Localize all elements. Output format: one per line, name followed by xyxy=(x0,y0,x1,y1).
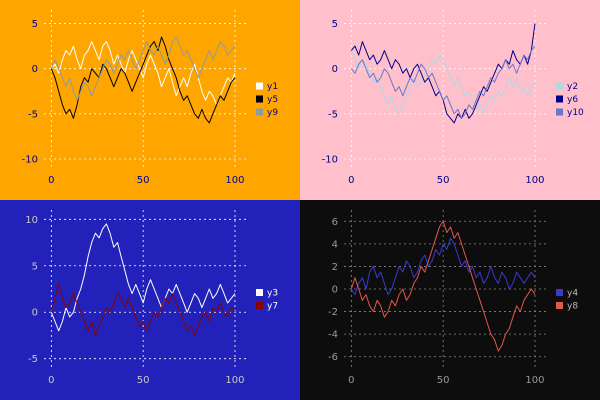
x-tick-label: 100 xyxy=(525,375,544,386)
chart-bottom-right: 0 50 100 6 4 2 0 -2 -4 -6 y4 y8 xyxy=(328,210,578,386)
legend-swatch-y7 xyxy=(256,302,263,309)
y-tick-label: -5 xyxy=(328,109,338,120)
legend-label-y6: y6 xyxy=(567,95,578,105)
series-line-y2 xyxy=(350,50,536,115)
x-tick-label: 50 xyxy=(137,175,150,186)
legend-label-y8: y8 xyxy=(567,302,578,312)
x-tick-label: 100 xyxy=(525,175,544,186)
panel-bottom-left: 0 50 100 10 5 0 -5 y3 y7 xyxy=(0,200,300,400)
legend-swatch-y8 xyxy=(556,302,563,309)
y-tick-label: -10 xyxy=(322,154,338,165)
series-line-y1 xyxy=(50,41,236,106)
x-tick-label: 0 xyxy=(348,375,354,386)
legend-label-y7: y7 xyxy=(267,302,278,312)
legend-swatch-y4 xyxy=(556,289,563,296)
series-line-y7 xyxy=(50,283,236,336)
y-tick-label: 5 xyxy=(32,19,38,30)
y-tick-label: 0 xyxy=(332,285,338,296)
x-tick-label: 0 xyxy=(348,175,354,186)
panel-top-left: 0 50 100 5 0 -5 -10 y1 y5 y9 xyxy=(0,0,300,200)
series-line-y6 xyxy=(350,23,536,124)
y-tick-label: 2 xyxy=(332,262,338,273)
panel-top-right: 0 50 100 5 0 -5 -10 y2 y6 y10 xyxy=(300,0,600,200)
x-tick-label: 100 xyxy=(225,375,244,386)
series-line-y3 xyxy=(50,223,236,332)
legend-label-y4: y4 xyxy=(567,289,578,299)
series-line-y9 xyxy=(50,36,236,101)
legend-label-y1: y1 xyxy=(267,82,278,92)
y-tick-label: 4 xyxy=(332,239,338,250)
x-tick-label: 50 xyxy=(137,375,150,386)
y-tick-label: -2 xyxy=(328,307,338,318)
legend-swatch-y9 xyxy=(256,108,263,116)
series-line-y10 xyxy=(350,45,536,119)
legend-swatch-y10 xyxy=(556,108,563,116)
legend-swatch-y2 xyxy=(556,82,563,90)
y-tick-label: 0 xyxy=(32,308,38,319)
y-tick-label: 0 xyxy=(32,64,38,75)
legend-swatch-y1 xyxy=(256,82,263,90)
y-tick-label: -6 xyxy=(328,352,338,363)
series-line-y5 xyxy=(50,36,236,124)
x-tick-label: 100 xyxy=(225,175,244,186)
y-tick-label: 5 xyxy=(32,261,38,272)
y-tick-label: 5 xyxy=(332,19,338,30)
legend-swatch-y3 xyxy=(256,289,263,296)
legend-label-y2: y2 xyxy=(567,82,578,92)
y-tick-label: 10 xyxy=(25,215,38,226)
y-tick-label: -10 xyxy=(22,154,38,165)
x-tick-label: 50 xyxy=(437,375,450,386)
legend-swatch-y6 xyxy=(556,95,563,103)
legend-label-y9: y9 xyxy=(267,108,278,118)
y-tick-label: -4 xyxy=(328,330,338,341)
x-tick-label: 0 xyxy=(48,175,54,186)
legend-label-y3: y3 xyxy=(267,289,278,299)
series-line-y4 xyxy=(350,237,536,296)
y-tick-label: -5 xyxy=(28,354,38,365)
y-tick-label: -5 xyxy=(28,109,38,120)
legend-swatch-y5 xyxy=(256,95,263,103)
panel-bottom-right: 0 50 100 6 4 2 0 -2 -4 -6 y4 y8 xyxy=(300,200,600,400)
y-tick-label: 6 xyxy=(332,217,338,228)
x-tick-label: 50 xyxy=(437,175,450,186)
series-line-y8 xyxy=(350,220,536,352)
legend-label-y5: y5 xyxy=(267,95,278,105)
x-tick-label: 0 xyxy=(48,375,54,386)
y-tick-label: 0 xyxy=(332,64,338,75)
legend-label-y10: y10 xyxy=(567,108,584,118)
